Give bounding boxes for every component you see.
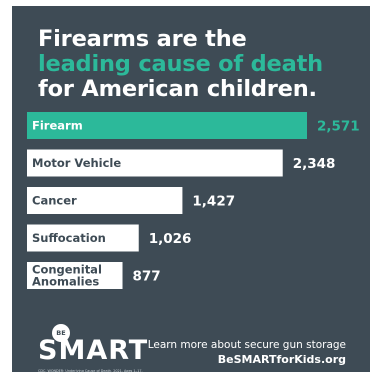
headline-line-1: Firearms are the [38, 26, 247, 52]
value-label-0: 2,571 [317, 119, 360, 135]
headline-line-3: for American children. [38, 76, 317, 102]
bar-chart: Firearm 2,571 Motor Vehicle 2,348 Cancer 1,42… [27, 112, 360, 289]
bar-2 [27, 187, 183, 214]
cta-text: Learn more about secure gun storage [147, 339, 346, 351]
logo-badge: BE [52, 324, 70, 342]
headline-line-2: leading cause of death [38, 51, 323, 77]
source-note: CDC, WONDER; Underlying Cause of Death, … [38, 369, 143, 373]
category-label-3: Suffocation [32, 231, 106, 245]
category-label-1: Motor Vehicle [32, 156, 121, 170]
category-label-2: Cancer [32, 194, 77, 208]
website-link[interactable]: BeSMARTforKids.org [217, 353, 346, 366]
category-label-0: Firearm [32, 119, 83, 133]
bar-3 [27, 224, 139, 252]
logo-wordmark: SMART [38, 335, 149, 366]
bar-1 [27, 149, 283, 177]
bar-0 [27, 112, 307, 139]
infographic-card: Firearms are the leading cause of death … [12, 6, 370, 373]
value-label-4: 877 [133, 269, 161, 285]
value-label-2: 1,427 [192, 194, 235, 210]
bar-4 [27, 262, 123, 289]
category-label-4: Congenital Anomalies [32, 263, 102, 289]
value-label-1: 2,348 [293, 156, 336, 172]
value-label-3: 1,026 [149, 231, 192, 247]
